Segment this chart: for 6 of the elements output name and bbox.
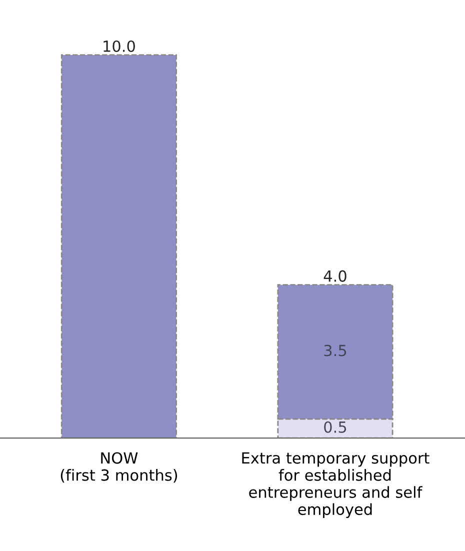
x-tick-label: NOW (first 3 months) (60, 452, 178, 483)
total-label: 4.0 (324, 270, 346, 282)
total-label: 10.0 (104, 40, 135, 52)
x-tick-label: Extra temporary support for established entrepreneurs and self employed (242, 452, 430, 518)
data-label: 0.5 (324, 421, 346, 433)
data-label: 3.5 (324, 344, 346, 356)
